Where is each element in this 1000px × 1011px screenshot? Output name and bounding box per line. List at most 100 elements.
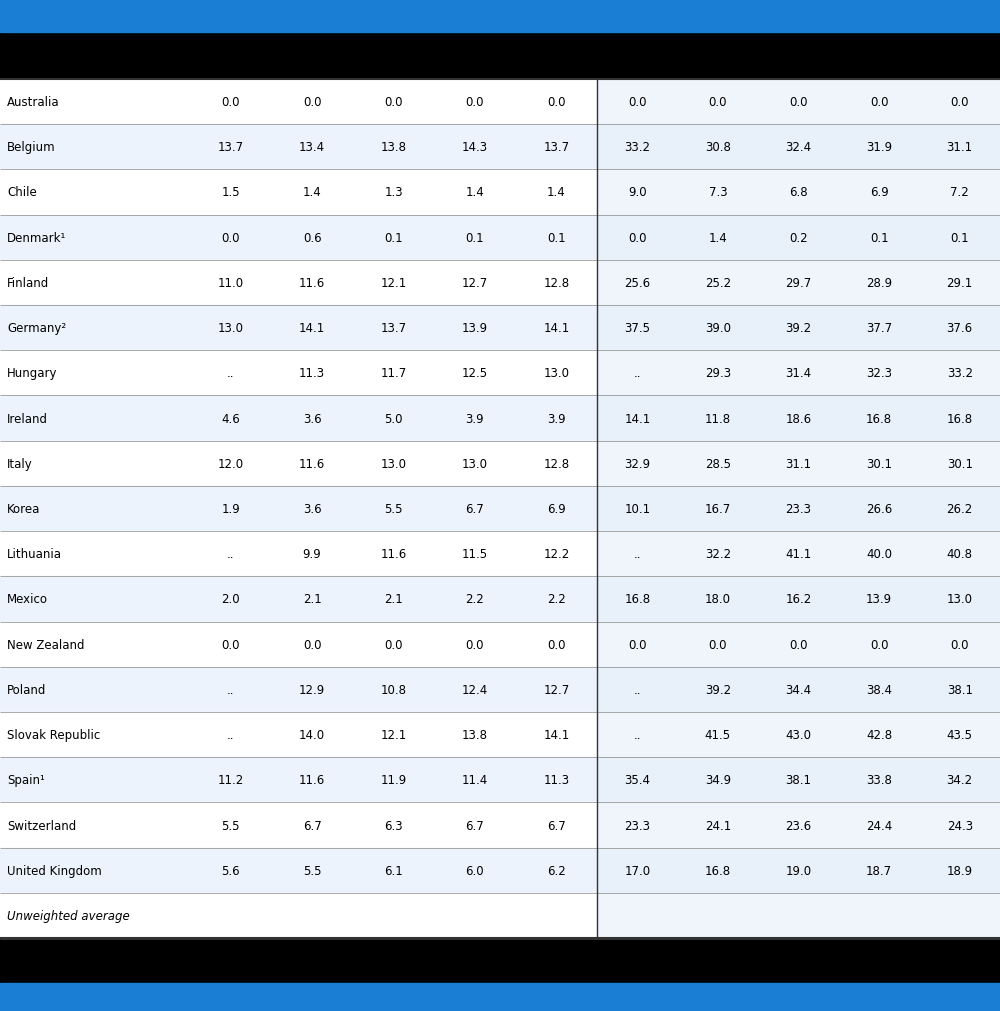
Bar: [597, 757, 1000, 803]
Text: Unweighted average: Unweighted average: [7, 909, 130, 922]
Text: 0.0: 0.0: [303, 638, 321, 651]
Text: 31.9: 31.9: [866, 142, 892, 154]
Text: 23.6: 23.6: [785, 819, 812, 832]
Text: 32.4: 32.4: [785, 142, 812, 154]
Text: 12.0: 12.0: [218, 457, 244, 470]
Bar: [597, 441, 1000, 486]
Text: 11.7: 11.7: [380, 367, 407, 380]
Text: 1985: 1985: [703, 49, 733, 62]
Text: 1.4: 1.4: [709, 232, 727, 245]
Text: 3.9: 3.9: [466, 412, 484, 426]
Text: Slovak Republic: Slovak Republic: [7, 728, 100, 741]
Bar: [597, 667, 1000, 713]
Text: 13.0: 13.0: [543, 367, 569, 380]
Text: 42.8: 42.8: [866, 728, 892, 741]
Text: Italy: Italy: [7, 457, 33, 470]
Text: 0.0: 0.0: [789, 96, 808, 109]
Text: 33.2: 33.2: [624, 142, 650, 154]
Text: ..: ..: [634, 548, 641, 561]
Text: 26.6: 26.6: [866, 502, 892, 516]
Text: Lithuania: Lithuania: [7, 548, 62, 561]
Bar: [0, 125, 597, 170]
Bar: [0, 667, 597, 713]
Bar: [597, 622, 1000, 667]
Text: 37.5: 37.5: [624, 321, 650, 335]
Text: 4.6: 4.6: [221, 412, 240, 426]
Text: 11.6: 11.6: [299, 457, 325, 470]
Text: 9.9: 9.9: [303, 548, 321, 561]
Text: 0.0: 0.0: [950, 96, 969, 109]
Bar: [0, 80, 597, 125]
Text: 31.4: 31.4: [785, 367, 812, 380]
Text: 0.1: 0.1: [547, 232, 566, 245]
Text: 6.3: 6.3: [384, 819, 403, 832]
Text: Hungary: Hungary: [7, 367, 58, 380]
Text: 6.9: 6.9: [547, 502, 566, 516]
Text: 0.1: 0.1: [384, 232, 403, 245]
Text: 3.9: 3.9: [547, 412, 566, 426]
Text: 17.0: 17.0: [624, 864, 650, 877]
Text: Poland: Poland: [7, 683, 46, 697]
Bar: [0, 532, 597, 577]
Text: 2.1: 2.1: [384, 592, 403, 606]
Text: 33.8: 33.8: [866, 773, 892, 787]
Text: 13.9: 13.9: [866, 592, 892, 606]
Text: 39.2: 39.2: [785, 321, 812, 335]
Text: 28.9: 28.9: [866, 277, 892, 290]
Text: 5.5: 5.5: [303, 864, 321, 877]
Text: 38.1: 38.1: [786, 773, 812, 787]
Text: 3.6: 3.6: [303, 412, 321, 426]
Text: Korea: Korea: [7, 502, 40, 516]
Text: 43.0: 43.0: [786, 728, 812, 741]
Text: 0.0: 0.0: [547, 96, 566, 109]
Text: Denmark¹: Denmark¹: [7, 232, 66, 245]
Bar: [0, 305, 597, 351]
Text: 12.8: 12.8: [543, 277, 569, 290]
Text: 11.3: 11.3: [299, 367, 325, 380]
Bar: [597, 305, 1000, 351]
Text: 34.2: 34.2: [947, 773, 973, 787]
Bar: [597, 261, 1000, 305]
Text: 12.5: 12.5: [462, 367, 488, 380]
Text: 25.6: 25.6: [624, 277, 650, 290]
Text: Mexico: Mexico: [7, 592, 48, 606]
Text: 13.0: 13.0: [462, 457, 488, 470]
Text: 35.4: 35.4: [624, 773, 650, 787]
Text: 34.4: 34.4: [785, 683, 812, 697]
Bar: [597, 125, 1000, 170]
Bar: [0, 893, 597, 938]
Text: 26.2: 26.2: [947, 502, 973, 516]
Text: 2.0: 2.0: [221, 592, 240, 606]
Text: 13.8: 13.8: [462, 728, 488, 741]
Text: 41.5: 41.5: [705, 728, 731, 741]
Text: 0.0: 0.0: [950, 638, 969, 651]
Text: 1.5: 1.5: [221, 186, 240, 199]
Text: 23.3: 23.3: [624, 819, 650, 832]
Text: 16.8: 16.8: [866, 412, 892, 426]
Text: 18.0: 18.0: [705, 592, 731, 606]
Text: 30.1: 30.1: [947, 457, 973, 470]
Text: 1995: 1995: [460, 49, 490, 62]
Text: 6.7: 6.7: [466, 819, 484, 832]
Text: 0.0: 0.0: [789, 638, 808, 651]
Text: 11.5: 11.5: [462, 548, 488, 561]
Text: 11.0: 11.0: [218, 277, 244, 290]
Text: 12.9: 12.9: [299, 683, 325, 697]
Text: 28.5: 28.5: [705, 457, 731, 470]
Text: 13.0: 13.0: [380, 457, 406, 470]
Text: 14.1: 14.1: [624, 412, 650, 426]
Text: 40.0: 40.0: [866, 548, 892, 561]
Text: 0.0: 0.0: [384, 638, 403, 651]
Text: 12.7: 12.7: [462, 277, 488, 290]
Text: 13.0: 13.0: [218, 321, 244, 335]
Text: 11.2: 11.2: [218, 773, 244, 787]
Text: 14.1: 14.1: [543, 728, 569, 741]
Text: 43.5: 43.5: [947, 728, 973, 741]
Text: 33.2: 33.2: [947, 367, 973, 380]
Text: 0.1: 0.1: [466, 232, 484, 245]
Text: 2.2: 2.2: [466, 592, 484, 606]
Text: 6.2: 6.2: [547, 864, 566, 877]
Text: 2.2: 2.2: [547, 592, 566, 606]
Text: Belgium: Belgium: [7, 142, 56, 154]
Bar: [0, 441, 597, 486]
